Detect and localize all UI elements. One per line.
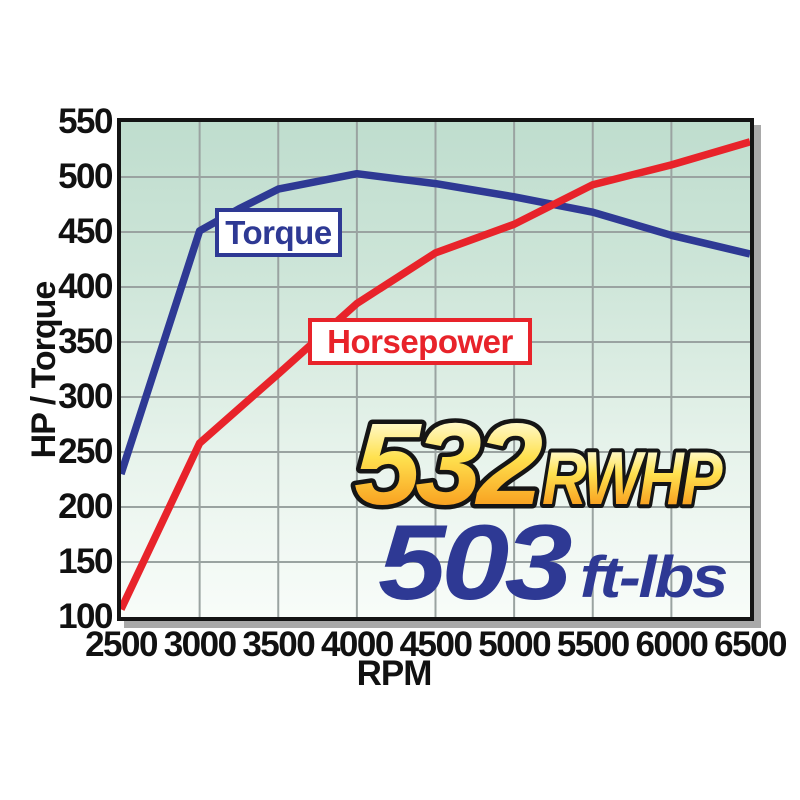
headline-hp-value: 532: [354, 400, 543, 529]
headline-hp-unit: RWHP: [542, 436, 723, 520]
x-tick-label: 4500: [399, 625, 473, 664]
y-tick-label: 450: [58, 212, 113, 251]
y-tick-label: 500: [58, 157, 113, 196]
x-tick-label: 5000: [478, 625, 551, 664]
y-tick-label: 400: [58, 267, 113, 306]
y-tick-label: 100: [58, 597, 113, 636]
x-tick-label: 3500: [242, 625, 315, 664]
x-tick-label: 6000: [635, 625, 708, 664]
y-tick-label: 250: [58, 432, 113, 471]
y-tick-label: 550: [58, 102, 113, 141]
x-tick-label: 2500: [85, 625, 158, 664]
y-tick-label: 200: [58, 487, 113, 526]
y-tick-label: 350: [58, 322, 113, 361]
torque-legend-label: Torque: [225, 213, 332, 251]
y-tick-label: 150: [58, 542, 113, 581]
x-tick-label: 5500: [556, 625, 630, 664]
y-tick-label: 300: [58, 377, 113, 416]
headline-graphic: 532 RWHP 503 ft-lbs: [350, 400, 731, 620]
x-tick-label: 4000: [320, 625, 394, 664]
headline-torque-unit: ft-lbs: [580, 545, 727, 610]
x-axis-label: RPM: [356, 654, 433, 693]
headline-torque-value: 503: [378, 502, 572, 620]
torque-legend-callout: Torque: [215, 208, 342, 257]
x-tick-label: 3000: [163, 625, 237, 664]
x-tick-label: 6500: [714, 625, 787, 664]
plot-area: [117, 118, 754, 621]
horsepower-legend-label: Horsepower: [327, 322, 513, 360]
horsepower-curve: [121, 138, 750, 611]
horsepower-legend-callout: Horsepower: [308, 318, 532, 365]
